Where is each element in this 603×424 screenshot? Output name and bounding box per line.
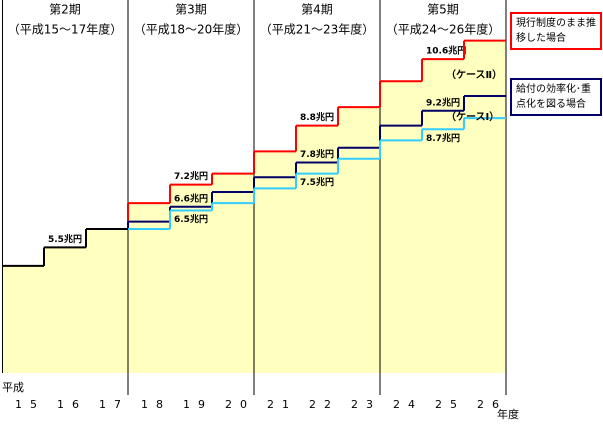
x-prefix: 平成	[2, 381, 24, 394]
value-label: 8.7兆円	[426, 132, 460, 144]
period-title: 第5期	[427, 3, 459, 17]
value-label: 5.5兆円	[48, 233, 82, 245]
value-label: 8.8兆円	[300, 111, 334, 123]
value-label: 7.5兆円	[300, 176, 334, 188]
x-tick-label: 18	[141, 398, 171, 411]
legend-red: 現行制度のまま推移した場合	[510, 12, 602, 50]
x-unit: 年度	[497, 407, 519, 421]
value-label: 6.6兆円	[174, 192, 208, 204]
annotation: （ケースⅡ）	[446, 68, 502, 81]
value-label: 6.5兆円	[174, 213, 208, 225]
value-label: 7.8兆円	[300, 148, 334, 160]
value-label: 10.6兆円	[426, 45, 466, 57]
period-range: （平成21～23年度）	[260, 22, 375, 37]
period-range: （平成24～26年度）	[386, 22, 501, 37]
annotation: （ケースⅠ）	[446, 110, 499, 123]
x-tick-label: 23	[351, 398, 381, 411]
period-range: （平成18～20年度）	[134, 22, 249, 37]
x-tick-label: 24	[393, 398, 423, 411]
period-title: 第4期	[301, 3, 333, 17]
x-tick-label: 20	[225, 398, 255, 411]
x-tick-label: 26	[477, 398, 507, 411]
value-label: 7.2兆円	[174, 170, 208, 182]
x-tick-label: 19	[183, 398, 213, 411]
x-tick-label: 17	[99, 398, 129, 411]
x-tick-label: 15	[15, 398, 45, 411]
value-label: 9.2兆円	[426, 96, 460, 108]
period-title: 第2期	[49, 3, 81, 17]
period-title: 第3期	[175, 3, 207, 17]
x-tick-label: 25	[435, 398, 465, 411]
x-tick-label: 21	[267, 398, 297, 411]
x-tick-label: 16	[57, 398, 87, 411]
x-tick-label: 22	[309, 398, 339, 411]
period-range: （平成15～17年度）	[8, 22, 123, 37]
legend-navy: 給付の効率化･重点化を図る場合	[510, 78, 602, 116]
